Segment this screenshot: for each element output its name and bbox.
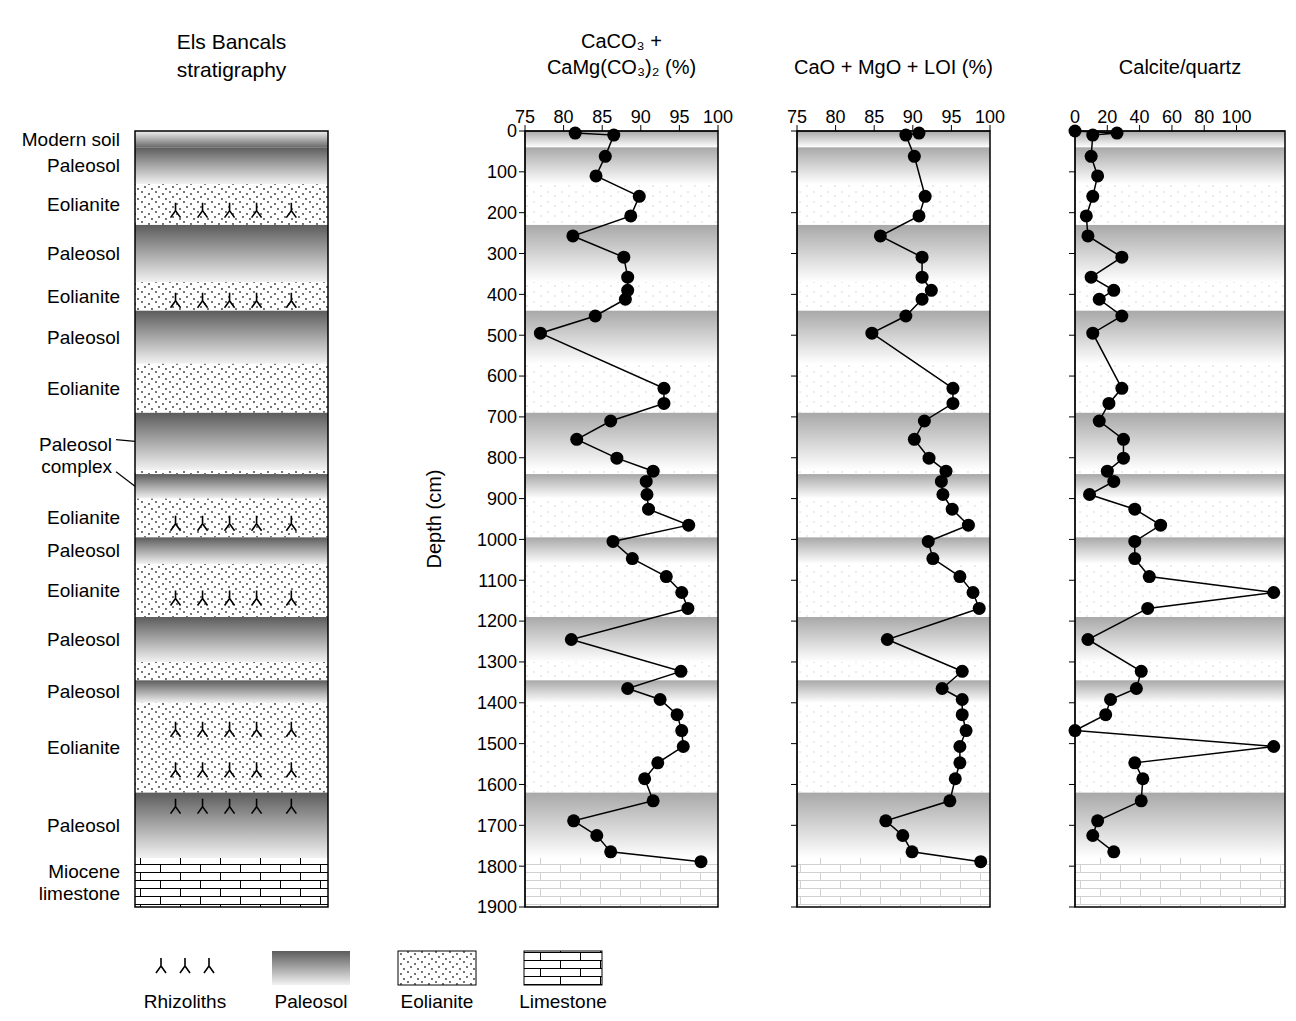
svg-text:400: 400 (487, 285, 517, 305)
svg-text:100: 100 (975, 107, 1005, 127)
svg-text:1400: 1400 (477, 693, 517, 713)
svg-text:500: 500 (487, 326, 517, 346)
svg-text:80: 80 (554, 107, 574, 127)
svg-text:Paleosol: Paleosol (47, 815, 120, 836)
svg-text:1900: 1900 (477, 897, 517, 917)
svg-text:Eolianite: Eolianite (401, 991, 474, 1012)
svg-text:600: 600 (487, 366, 517, 386)
svg-text:40: 40 (1130, 107, 1150, 127)
svg-text:95: 95 (669, 107, 689, 127)
svg-text:1800: 1800 (477, 857, 517, 877)
svg-text:200: 200 (487, 203, 517, 223)
svg-text:Eolianite: Eolianite (47, 194, 120, 215)
svg-text:100: 100 (703, 107, 733, 127)
svg-text:80: 80 (826, 107, 846, 127)
svg-text:75: 75 (787, 107, 807, 127)
svg-text:800: 800 (487, 448, 517, 468)
svg-text:Paleosol: Paleosol (47, 540, 120, 561)
svg-text:1200: 1200 (477, 611, 517, 631)
svg-text:100: 100 (487, 162, 517, 182)
svg-text:Eolianite: Eolianite (47, 580, 120, 601)
svg-text:1500: 1500 (477, 734, 517, 754)
svg-text:Limestone: Limestone (519, 991, 607, 1012)
svg-text:1600: 1600 (477, 775, 517, 795)
svg-text:Paleosolcomplex: Paleosolcomplex (39, 434, 112, 477)
svg-text:300: 300 (487, 244, 517, 264)
svg-text:Eolianite: Eolianite (47, 737, 120, 758)
svg-text:Miocenelimestone: Miocenelimestone (39, 861, 120, 904)
svg-text:Modern soil: Modern soil (22, 129, 120, 150)
svg-text:Paleosol: Paleosol (47, 681, 120, 702)
html-text:CaCO₃ + CaMg(CO₃)₂ (%): CaCO₃ + CaMg(CO₃)₂ (%) (546, 30, 697, 78)
svg-text:Paleosol: Paleosol (47, 327, 120, 348)
svg-text:100: 100 (1222, 107, 1252, 127)
html-text:Calcite/quartz: Calcite/quartz (1118, 56, 1242, 78)
svg-text:Eolianite: Eolianite (47, 378, 120, 399)
svg-text:Rhizoliths: Rhizoliths (144, 991, 226, 1012)
svg-text:700: 700 (487, 407, 517, 427)
svg-text:60: 60 (1162, 107, 1182, 127)
svg-text:90: 90 (631, 107, 651, 127)
svg-text:95: 95 (941, 107, 961, 127)
html-text:Els Bancals stratigraphy: Els Bancals stratigraphy (176, 30, 287, 81)
svg-text:0: 0 (1070, 107, 1080, 127)
svg-text:Paleosol: Paleosol (275, 991, 348, 1012)
svg-text:Eolianite: Eolianite (47, 507, 120, 528)
svg-text:Eolianite: Eolianite (47, 286, 120, 307)
svg-text:1100: 1100 (478, 571, 517, 591)
svg-text:85: 85 (592, 107, 612, 127)
svg-text:1700: 1700 (477, 816, 517, 836)
svg-text:90: 90 (903, 107, 923, 127)
svg-text:20: 20 (1097, 107, 1117, 127)
html-text:CaO + MgO + LOI (%): CaO + MgO + LOI (%) (794, 56, 993, 78)
svg-text:85: 85 (864, 107, 884, 127)
svg-text:75: 75 (515, 107, 535, 127)
svg-text:1300: 1300 (477, 652, 517, 672)
svg-text:Paleosol: Paleosol (47, 243, 120, 264)
svg-text:80: 80 (1194, 107, 1214, 127)
svg-text:0: 0 (507, 121, 517, 141)
svg-text:900: 900 (487, 489, 517, 509)
svg-text:Paleosol: Paleosol (47, 155, 120, 176)
svg-text:1000: 1000 (477, 530, 517, 550)
svg-text:Depth (cm): Depth (cm) (423, 470, 445, 569)
svg-text:Paleosol: Paleosol (47, 629, 120, 650)
